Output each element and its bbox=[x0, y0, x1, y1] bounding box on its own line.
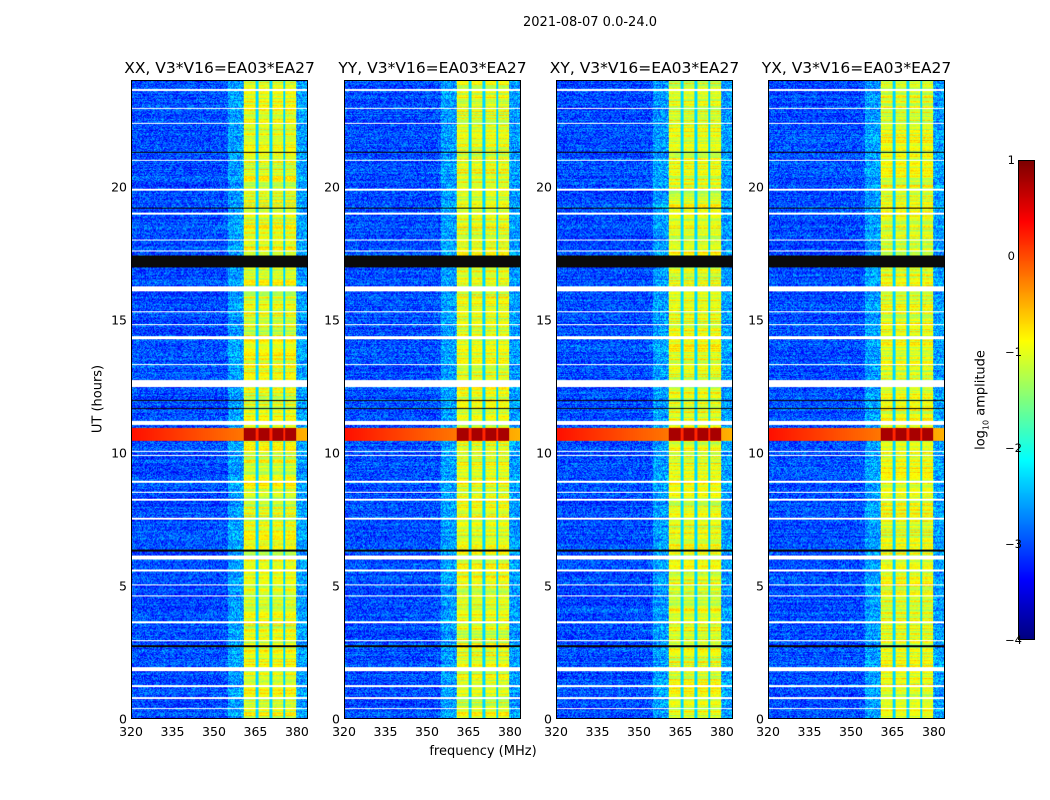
colorbar-tick-label: −1 bbox=[1005, 345, 1022, 359]
heatmap-image bbox=[345, 81, 520, 718]
heatmap-image bbox=[557, 81, 732, 718]
colorbar-tick-label: 0 bbox=[1007, 249, 1015, 263]
y-tick-label: 10 bbox=[536, 445, 552, 461]
y-tick-label: 5 bbox=[544, 578, 552, 594]
y-tick-label: 10 bbox=[748, 445, 764, 461]
x-tick-label: 380 bbox=[922, 724, 946, 739]
panel-title: YY, V3*V16=EA03*EA27 bbox=[338, 59, 527, 77]
y-tick-label: 20 bbox=[748, 179, 764, 194]
colorbar-label: log10 amplitude bbox=[973, 350, 991, 450]
x-tick-label: 350 bbox=[202, 724, 226, 739]
x-tick-label: 365 bbox=[243, 724, 268, 739]
y-tick-label: 15 bbox=[324, 312, 340, 328]
heatmap-panel bbox=[556, 80, 733, 719]
x-tick-label: 350 bbox=[839, 724, 863, 739]
x-tick-label: 320 bbox=[756, 724, 780, 739]
colorbar-tick-label: 1 bbox=[1007, 153, 1015, 167]
x-tick-label: 335 bbox=[797, 724, 822, 739]
x-tick-label: 365 bbox=[456, 724, 481, 739]
x-tick-label: 365 bbox=[880, 724, 905, 739]
x-tick-label: 380 bbox=[498, 724, 522, 739]
y-tick-label: 15 bbox=[748, 312, 764, 328]
y-tick-label: 20 bbox=[536, 179, 552, 194]
x-tick-label: 335 bbox=[160, 724, 185, 739]
x-axis-label: frequency (MHz) bbox=[429, 744, 537, 759]
panel-title: XY, V3*V16=EA03*EA27 bbox=[549, 59, 740, 77]
colorbar bbox=[1018, 160, 1035, 640]
y-tick-label: 0 bbox=[544, 711, 552, 727]
y-tick-label: 0 bbox=[332, 711, 340, 727]
y-tick-label: 5 bbox=[119, 578, 127, 594]
x-tick-label: 320 bbox=[119, 724, 143, 739]
x-tick-label: 380 bbox=[710, 724, 734, 739]
y-tick-label: 0 bbox=[756, 711, 764, 727]
heatmap-image bbox=[132, 81, 307, 718]
figure-title: 2021-08-07 0.0-24.0 bbox=[523, 15, 657, 30]
colorbar-tick-label: −2 bbox=[1005, 441, 1022, 455]
x-tick-label: 335 bbox=[373, 724, 398, 739]
y-tick-label: 10 bbox=[111, 445, 127, 461]
x-tick-label: 320 bbox=[332, 724, 356, 739]
x-tick-label: 320 bbox=[544, 724, 568, 739]
panel-title: XX, V3*V16=EA03*EA27 bbox=[124, 59, 315, 77]
y-tick-label: 0 bbox=[119, 711, 127, 727]
y-axis-label: UT (hours) bbox=[90, 364, 106, 434]
y-tick-label: 10 bbox=[324, 445, 340, 461]
x-tick-label: 350 bbox=[415, 724, 439, 739]
x-tick-label: 350 bbox=[627, 724, 651, 739]
colorbar-tick-label: −4 bbox=[1005, 633, 1022, 647]
y-tick-label: 5 bbox=[332, 578, 340, 594]
heatmap-panel bbox=[768, 80, 945, 719]
y-tick-label: 20 bbox=[111, 179, 127, 194]
panel-title: YX, V3*V16=EA03*EA27 bbox=[761, 59, 952, 77]
heatmap-panel bbox=[344, 80, 521, 719]
heatmap-image bbox=[769, 81, 944, 718]
heatmap-panel bbox=[131, 80, 308, 719]
y-tick-label: 15 bbox=[536, 312, 552, 328]
y-tick-label: 5 bbox=[756, 578, 764, 594]
y-tick-label: 20 bbox=[324, 179, 340, 194]
x-tick-label: 335 bbox=[585, 724, 610, 739]
x-tick-label: 380 bbox=[285, 724, 309, 739]
colorbar-tick-label: −3 bbox=[1005, 537, 1022, 551]
x-tick-label: 365 bbox=[668, 724, 693, 739]
y-tick-label: 15 bbox=[111, 312, 127, 328]
